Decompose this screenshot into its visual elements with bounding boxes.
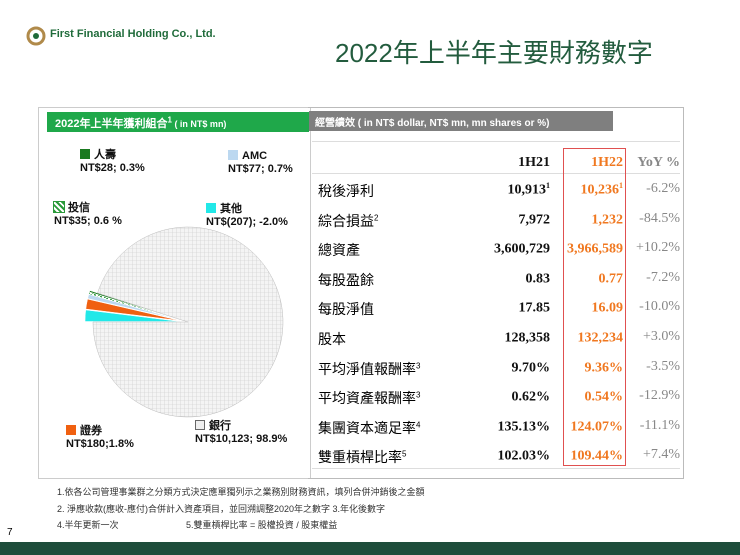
value-1h21: 135.13% xyxy=(497,419,551,435)
table-row: 平均資產報酬率3 0.62% 0.54% -12.9% xyxy=(318,384,680,410)
value-yoy: -3.5% xyxy=(646,358,680,374)
legend-life: 人壽 NT$28; 0.3% xyxy=(80,149,145,174)
value-1h21: 0.62% xyxy=(511,389,551,405)
divider xyxy=(312,141,680,142)
column-1h21: 1H21 xyxy=(518,155,550,170)
value-1h21: 102.03% xyxy=(497,449,551,465)
page-number: 7 xyxy=(7,527,13,538)
value-1h21: 17.85 xyxy=(518,301,551,317)
swatch-icon xyxy=(206,203,216,213)
value-1h21: 10,9131 xyxy=(507,181,551,198)
footnote-2: 2. 淨應收款(應收-應付)合併計入資產項目，並回溯調整2020年之數字 3.年… xyxy=(57,504,386,514)
value-1h21: 9.70% xyxy=(511,360,551,376)
value-1h21: 7,972 xyxy=(518,212,551,228)
legend-securities: 證券 NT$180;1.8% xyxy=(66,425,134,450)
highlight-1h22-box xyxy=(563,148,626,466)
value-yoy: -12.9% xyxy=(639,388,680,404)
row-label: 稅後淨利 xyxy=(318,183,374,199)
row-label: 總資產 xyxy=(318,242,360,259)
pie-chart xyxy=(84,226,284,418)
value-1h22: 124.07% xyxy=(570,419,624,435)
value-yoy: -7.2% xyxy=(646,269,680,285)
value-yoy: -10.0% xyxy=(639,299,680,315)
table-row: 雙重槓桿比率5 102.03% 109.44% +7.4% xyxy=(318,443,680,469)
profit-mix-heading: 2022年上半年獲利組合1 ( in NT$ mn) xyxy=(47,112,309,132)
value-1h22: 109.44% xyxy=(570,449,624,465)
value-1h22: 3,966,589 xyxy=(567,241,623,257)
value-1h22: 0.54% xyxy=(584,389,624,405)
value-1h22: 1,232 xyxy=(591,212,624,228)
table-row: 總資產 3,600,729 3,966,589 +10.2% xyxy=(318,236,680,262)
divider xyxy=(312,173,680,174)
value-yoy: +7.4% xyxy=(642,447,680,463)
value-1h21: 0.83 xyxy=(525,271,551,287)
table-row: 集團資本適足率4 135.13% 124.07% -11.1% xyxy=(318,414,680,440)
value-yoy: -11.1% xyxy=(639,417,680,433)
row-label: 股本 xyxy=(318,331,346,347)
value-1h21: 128,358 xyxy=(504,330,551,346)
divider xyxy=(312,468,680,469)
value-1h22: 0.77 xyxy=(598,271,624,287)
column-yoy: YoY % xyxy=(637,155,680,170)
profit-mix-panel xyxy=(38,107,311,479)
row-label: 平均淨值報酬率3 xyxy=(318,360,421,377)
legend-investment-trust: 投信 NT$35; 0.6 % xyxy=(53,201,122,227)
swatch-icon xyxy=(66,425,76,435)
table-row: 平均淨值報酬率3 9.70% 9.36% -3.5% xyxy=(318,355,680,381)
value-1h22: 132,234 xyxy=(577,330,624,346)
value-1h22: 16.09 xyxy=(591,301,624,317)
pie-slice-銀行 xyxy=(92,226,284,418)
company-name: First Financial Holding Co., Ltd. xyxy=(50,28,216,40)
row-label: 綜合損益2 xyxy=(318,212,379,229)
value-1h22: 10,2361 xyxy=(580,181,624,198)
footnote-1: 1.依各公司管理事業群之分類方式決定應單獨列示之業務別財務資訊，填列合併沖銷後之… xyxy=(57,487,425,497)
pie-slice-AMC xyxy=(87,294,181,321)
swatch-icon xyxy=(195,420,205,430)
logo-icon xyxy=(26,26,46,46)
value-1h22: 9.36% xyxy=(584,360,624,376)
row-label: 雙重槓桿比率5 xyxy=(318,449,407,466)
table-row: 每股淨值 17.85 16.09 -10.0% xyxy=(318,295,680,321)
table-row: 綜合損益2 7,972 1,232 -84.5% xyxy=(318,207,680,233)
swatch-icon xyxy=(53,201,65,213)
table-header: 1H21 1H22 YoY % xyxy=(318,151,680,177)
legend-other: 其他 NT$(207); -2.0% xyxy=(206,203,288,228)
value-yoy: -6.2% xyxy=(646,181,680,196)
pie-slice-其他 xyxy=(84,309,181,322)
row-label: 每股淨值 xyxy=(318,301,374,318)
footnote-4: 4.半年更新一次 xyxy=(57,520,119,530)
table-row: 稅後淨利 10,9131 10,2361 -6.2% xyxy=(318,177,680,203)
performance-panel xyxy=(308,107,684,479)
column-1h22: 1H22 xyxy=(591,155,623,170)
performance-heading: 經營績效 ( in NT$ dollar, NT$ mn, mn shares … xyxy=(309,111,613,131)
legend-bank: 銀行 NT$10,123; 98.9% xyxy=(195,420,288,445)
page-title: 2022年上半年主要財務數字 xyxy=(335,38,653,68)
footnote-5: 5.雙重槓桿比率 = 股權投資 / 股東權益 xyxy=(186,520,338,530)
value-yoy: -84.5% xyxy=(639,210,680,226)
swatch-icon xyxy=(80,149,90,159)
legend-amc: AMC NT$77; 0.7% xyxy=(228,150,293,175)
table-row: 股本 128,358 132,234 +3.0% xyxy=(318,325,680,351)
value-yoy: +10.2% xyxy=(635,240,680,256)
footer-bar xyxy=(0,542,740,555)
row-label: 集團資本適足率4 xyxy=(318,419,421,436)
swatch-icon xyxy=(228,150,238,160)
value-yoy: +3.0% xyxy=(642,329,680,344)
row-label: 每股盈餘 xyxy=(318,271,374,288)
table-row: 每股盈餘 0.83 0.77 -7.2% xyxy=(318,266,680,292)
pie-slice-證券 xyxy=(85,298,181,321)
row-label: 平均資產報酬率3 xyxy=(318,390,421,407)
value-1h21: 3,600,729 xyxy=(494,241,550,257)
